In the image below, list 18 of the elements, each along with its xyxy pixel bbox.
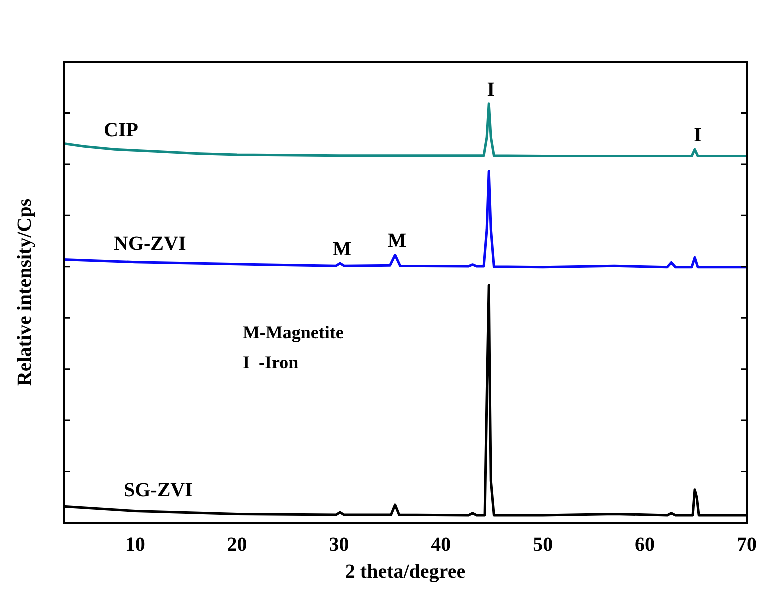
- annotation: M-Magnetite: [242, 322, 344, 343]
- x-axis-title: 2 theta/degree: [345, 561, 466, 584]
- x-tick-label: 60: [635, 534, 656, 556]
- annotation: I: [487, 78, 496, 101]
- x-tick-label: 10: [125, 534, 146, 556]
- x-tick-label: 70: [737, 534, 757, 556]
- series-label: SG-ZVI: [124, 480, 194, 502]
- y-axis-title: Relative intensity/Cps: [14, 198, 36, 386]
- x-tick-label: 50: [533, 534, 554, 556]
- annotation: I: [694, 124, 702, 147]
- series-label: CIP: [104, 120, 138, 142]
- annotation: I -Iron: [242, 352, 299, 373]
- annotation: M: [388, 230, 407, 252]
- annotation: M: [332, 238, 352, 261]
- series-label: NG-ZVI: [114, 232, 186, 255]
- x-tick-label: 20: [227, 534, 248, 556]
- x-tick-label: 40: [431, 534, 452, 556]
- x-tick-label: 30: [329, 534, 350, 556]
